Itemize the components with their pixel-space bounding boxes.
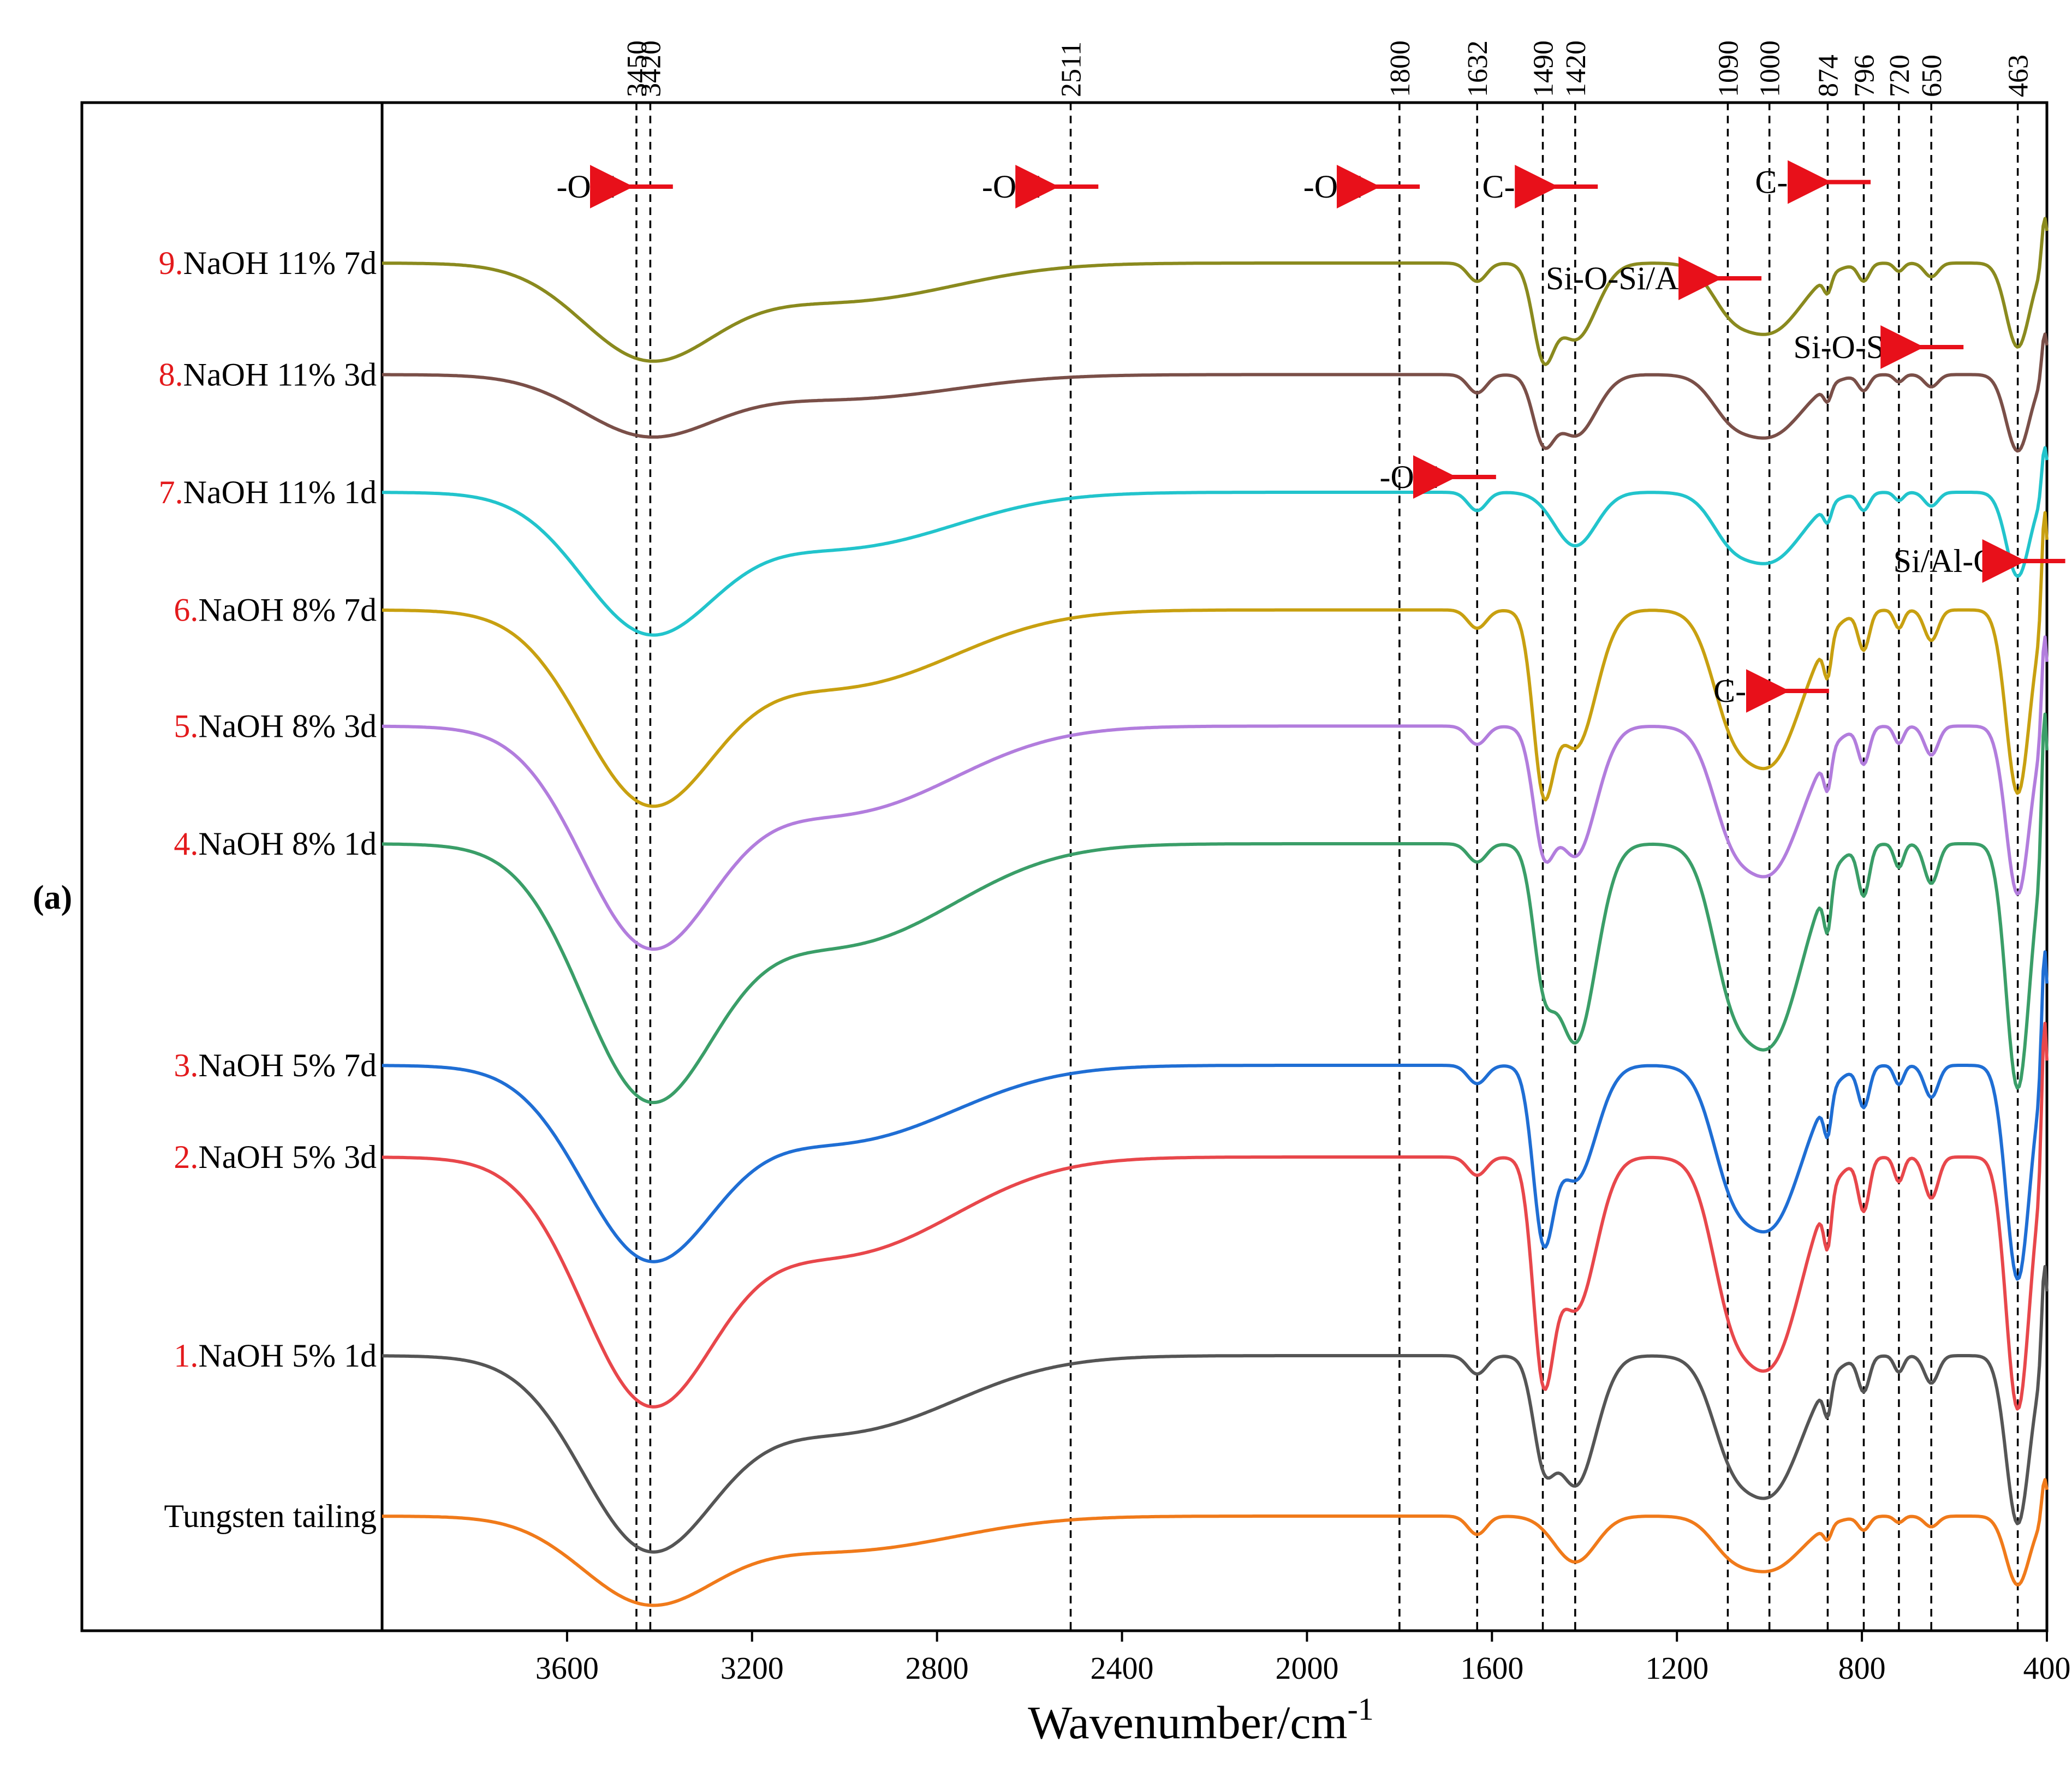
series-label-number: 4. [174,826,198,862]
x-tick-label: 2000 [1275,1650,1338,1686]
series-label-number: 9. [159,245,183,281]
series-label: 8.NaOH 11% 3d [159,356,377,392]
annotation-label: C-O [1713,673,1770,709]
series-line [382,950,2049,1281]
x-axis-label: Wavenumber/cm-1 [1028,1691,1374,1749]
series-label: 2.NaOH 5% 3d [174,1139,377,1175]
series-label-name: NaOH 8% 7d [198,592,377,628]
series-label: 5.NaOH 8% 3d [174,708,377,744]
series-line [382,1265,2049,1554]
series-label: 9.NaOH 11% 7d [159,245,377,281]
reference-line-label: 2511 [1056,41,1087,97]
series-label: Tungsten tailing [164,1498,377,1534]
series-labels: 9.NaOH 11% 7d 8.NaOH 11% 3d 7.NaOH 11% 1d 6… [159,245,377,1534]
series-label-name: NaOH 5% 1d [198,1338,377,1374]
series-label: 1.NaOH 5% 1d [174,1338,377,1374]
reference-line-label: 3420 [635,40,666,97]
reference-line-label: 1632 [1462,40,1493,97]
plot-frame [380,101,2049,1632]
x-tick-label: 2800 [906,1650,969,1686]
x-tick-label: 3600 [535,1650,599,1686]
annotation-label: -OH [1380,459,1438,495]
reference-line-label: 463 [2003,55,2034,97]
series-label-name: NaOH 11% 3d [183,356,377,392]
series-line [382,446,2049,637]
series-label-name: NaOH 8% 1d [198,826,377,862]
series-label-name: NaOH 5% 3d [198,1139,377,1175]
series-label-name: NaOH 8% 3d [198,708,377,744]
reference-line-label: 1490 [1528,40,1559,97]
series-label-name: NaOH 11% 1d [183,474,377,510]
reference-line-label: 874 [1813,55,1844,97]
reference-line-label: 1000 [1755,40,1786,97]
reference-line-label: 720 [1884,55,1915,97]
series-line [382,1022,2049,1411]
annotation-label: C-O [1482,169,1539,205]
x-tick-label: 800 [1838,1650,1886,1686]
series-label: 7.NaOH 11% 1d [159,474,377,510]
annotation-label: -OH [1303,169,1362,205]
series-label-name: Tungsten tailing [164,1498,377,1534]
series-label-name: NaOH 11% 7d [183,245,377,281]
series-line [382,217,2049,366]
annotation-label: Si-O-Si [1794,329,1894,365]
series-line [382,511,2049,808]
series-line [382,712,2049,1105]
annotation-label: Si/Al-O [1894,543,1997,579]
series-label-number: 6. [174,592,198,628]
x-tick-label: 400 [2023,1650,2071,1686]
series-label-number: 2. [174,1139,198,1175]
series-line [382,1478,2049,1607]
x-tick-label: 1200 [1645,1650,1708,1686]
annotations: -OH -OH -OH C-O C-O Si-O-Si/Al Si-O-Si -OH Si/Al… [556,160,2065,713]
x-axis-label-text: Wavenumber/cm [1028,1696,1347,1749]
x-tick-label: 2400 [1091,1650,1154,1686]
annotation-label: C-O [1755,164,1811,200]
annotation-label: Si-O-Si/Al [1546,260,1688,296]
series-label: 6.NaOH 8% 7d [174,592,377,628]
series-line [382,635,2049,951]
annotation-label: -OH [556,169,615,205]
reference-line-label: 796 [1849,55,1880,97]
reference-line-label: 1420 [1561,40,1592,97]
annotation-label: -OH [982,169,1040,205]
series-line [382,332,2049,453]
series-label: 4.NaOH 8% 1d [174,826,377,862]
x-tick-label: 3200 [721,1650,784,1686]
x-tick-label: 1600 [1460,1650,1523,1686]
series-label: 3.NaOH 5% 7d [174,1047,377,1083]
reference-line-label: 1800 [1385,40,1416,97]
x-axis-label-superscript: -1 [1347,1691,1373,1727]
reference-line-label: 3450 [622,40,653,97]
series-group [382,217,2049,1607]
reference-line-label: 1090 [1713,40,1744,97]
series-label-name: NaOH 5% 7d [198,1047,377,1083]
series-label-number: 3. [174,1047,198,1083]
series-label-number: 1. [174,1338,198,1374]
series-label-number: 8. [159,356,183,392]
panel-label: (a) [33,879,72,916]
x-axis-ticks: 3600 3200 2800 2400 2000 1600 1200 800 400 [535,1631,2071,1686]
series-label-number: 7. [159,474,183,510]
series-label-number: 5. [174,708,198,744]
reference-line-label: 650 [1916,55,1948,97]
